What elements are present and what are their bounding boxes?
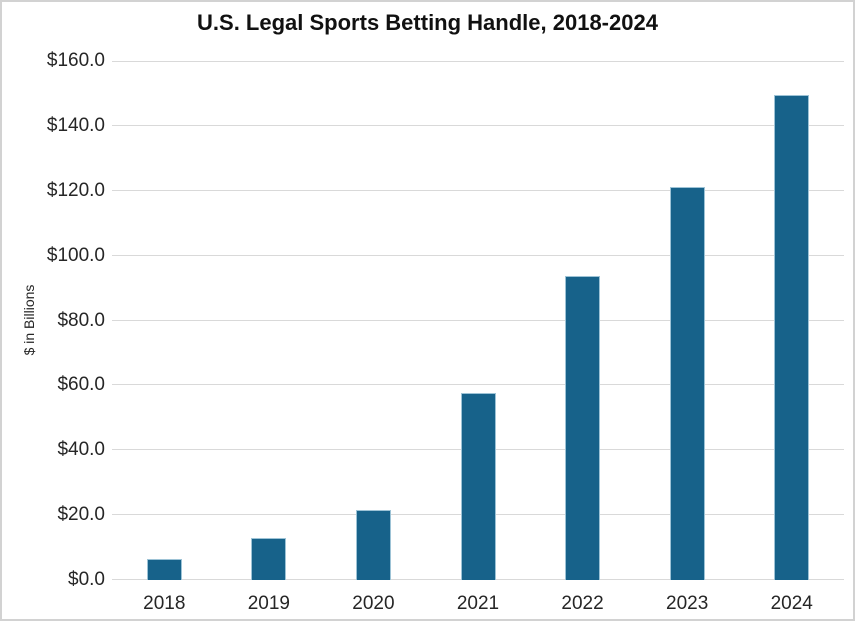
plot-area — [112, 61, 844, 580]
y-tick-label: $100.0 — [46, 244, 105, 266]
bar-2020 — [355, 510, 391, 580]
gridline — [112, 254, 844, 256]
x-tick-label: 2018 — [143, 593, 186, 614]
x-tick-label: 2023 — [666, 593, 709, 614]
y-tick-label: $60.0 — [57, 374, 105, 396]
x-tick-label: 2022 — [561, 593, 604, 614]
bar-2022 — [565, 275, 601, 580]
bar-2021 — [460, 393, 496, 580]
bar-2019 — [251, 537, 287, 580]
y-tick-label: $140.0 — [46, 114, 105, 136]
gridline — [112, 189, 844, 191]
x-tick-label: 2024 — [770, 593, 813, 614]
bar-2018 — [146, 558, 182, 580]
gridline — [112, 384, 844, 386]
bar-2023 — [669, 187, 705, 580]
y-tick-label: $0.0 — [68, 569, 105, 590]
x-tick-label: 2020 — [352, 593, 395, 614]
gridline — [112, 124, 844, 126]
y-tick-label: $160.0 — [46, 50, 105, 71]
y-tick-label: $80.0 — [57, 309, 105, 331]
x-tick-label: 2019 — [247, 593, 290, 614]
gridline — [112, 61, 844, 62]
y-tick-label: $40.0 — [57, 439, 105, 461]
y-tick-label: $120.0 — [46, 179, 105, 201]
bar-2024 — [774, 94, 810, 580]
x-tick-label: 2021 — [456, 593, 500, 614]
y-tick-label: $20.0 — [57, 504, 105, 526]
chart-title: U.S. Legal Sports Betting Handle, 2018-2… — [197, 10, 658, 35]
gridline — [112, 319, 844, 321]
